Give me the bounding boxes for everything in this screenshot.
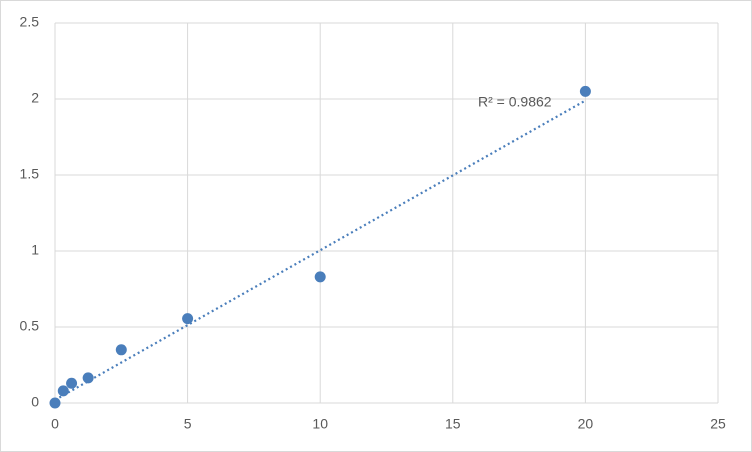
point [115,344,127,356]
point [82,372,94,384]
y-tick-label: 1 [31,242,39,258]
point [182,313,194,325]
point [57,385,69,397]
x-tick-label: 5 [184,416,192,432]
y-tick-label: 1.5 [20,166,40,182]
annotation: R² = 0.9862 [478,94,552,110]
x-tick-label: 25 [710,416,726,432]
x-tick-label: 15 [445,416,461,432]
y-tick-label: 2.5 [20,14,40,30]
x-tick-label: 20 [578,416,594,432]
y-tick-label: 0 [31,394,39,410]
x-tick-label: 10 [312,416,328,432]
point [314,271,326,283]
point [49,397,61,409]
x-tick-label: 0 [51,416,59,432]
trendline [54,99,586,401]
y-tick-label: 0.5 [20,318,40,334]
point [579,85,591,97]
point [66,377,78,389]
y-tick-label: 2 [31,90,39,106]
